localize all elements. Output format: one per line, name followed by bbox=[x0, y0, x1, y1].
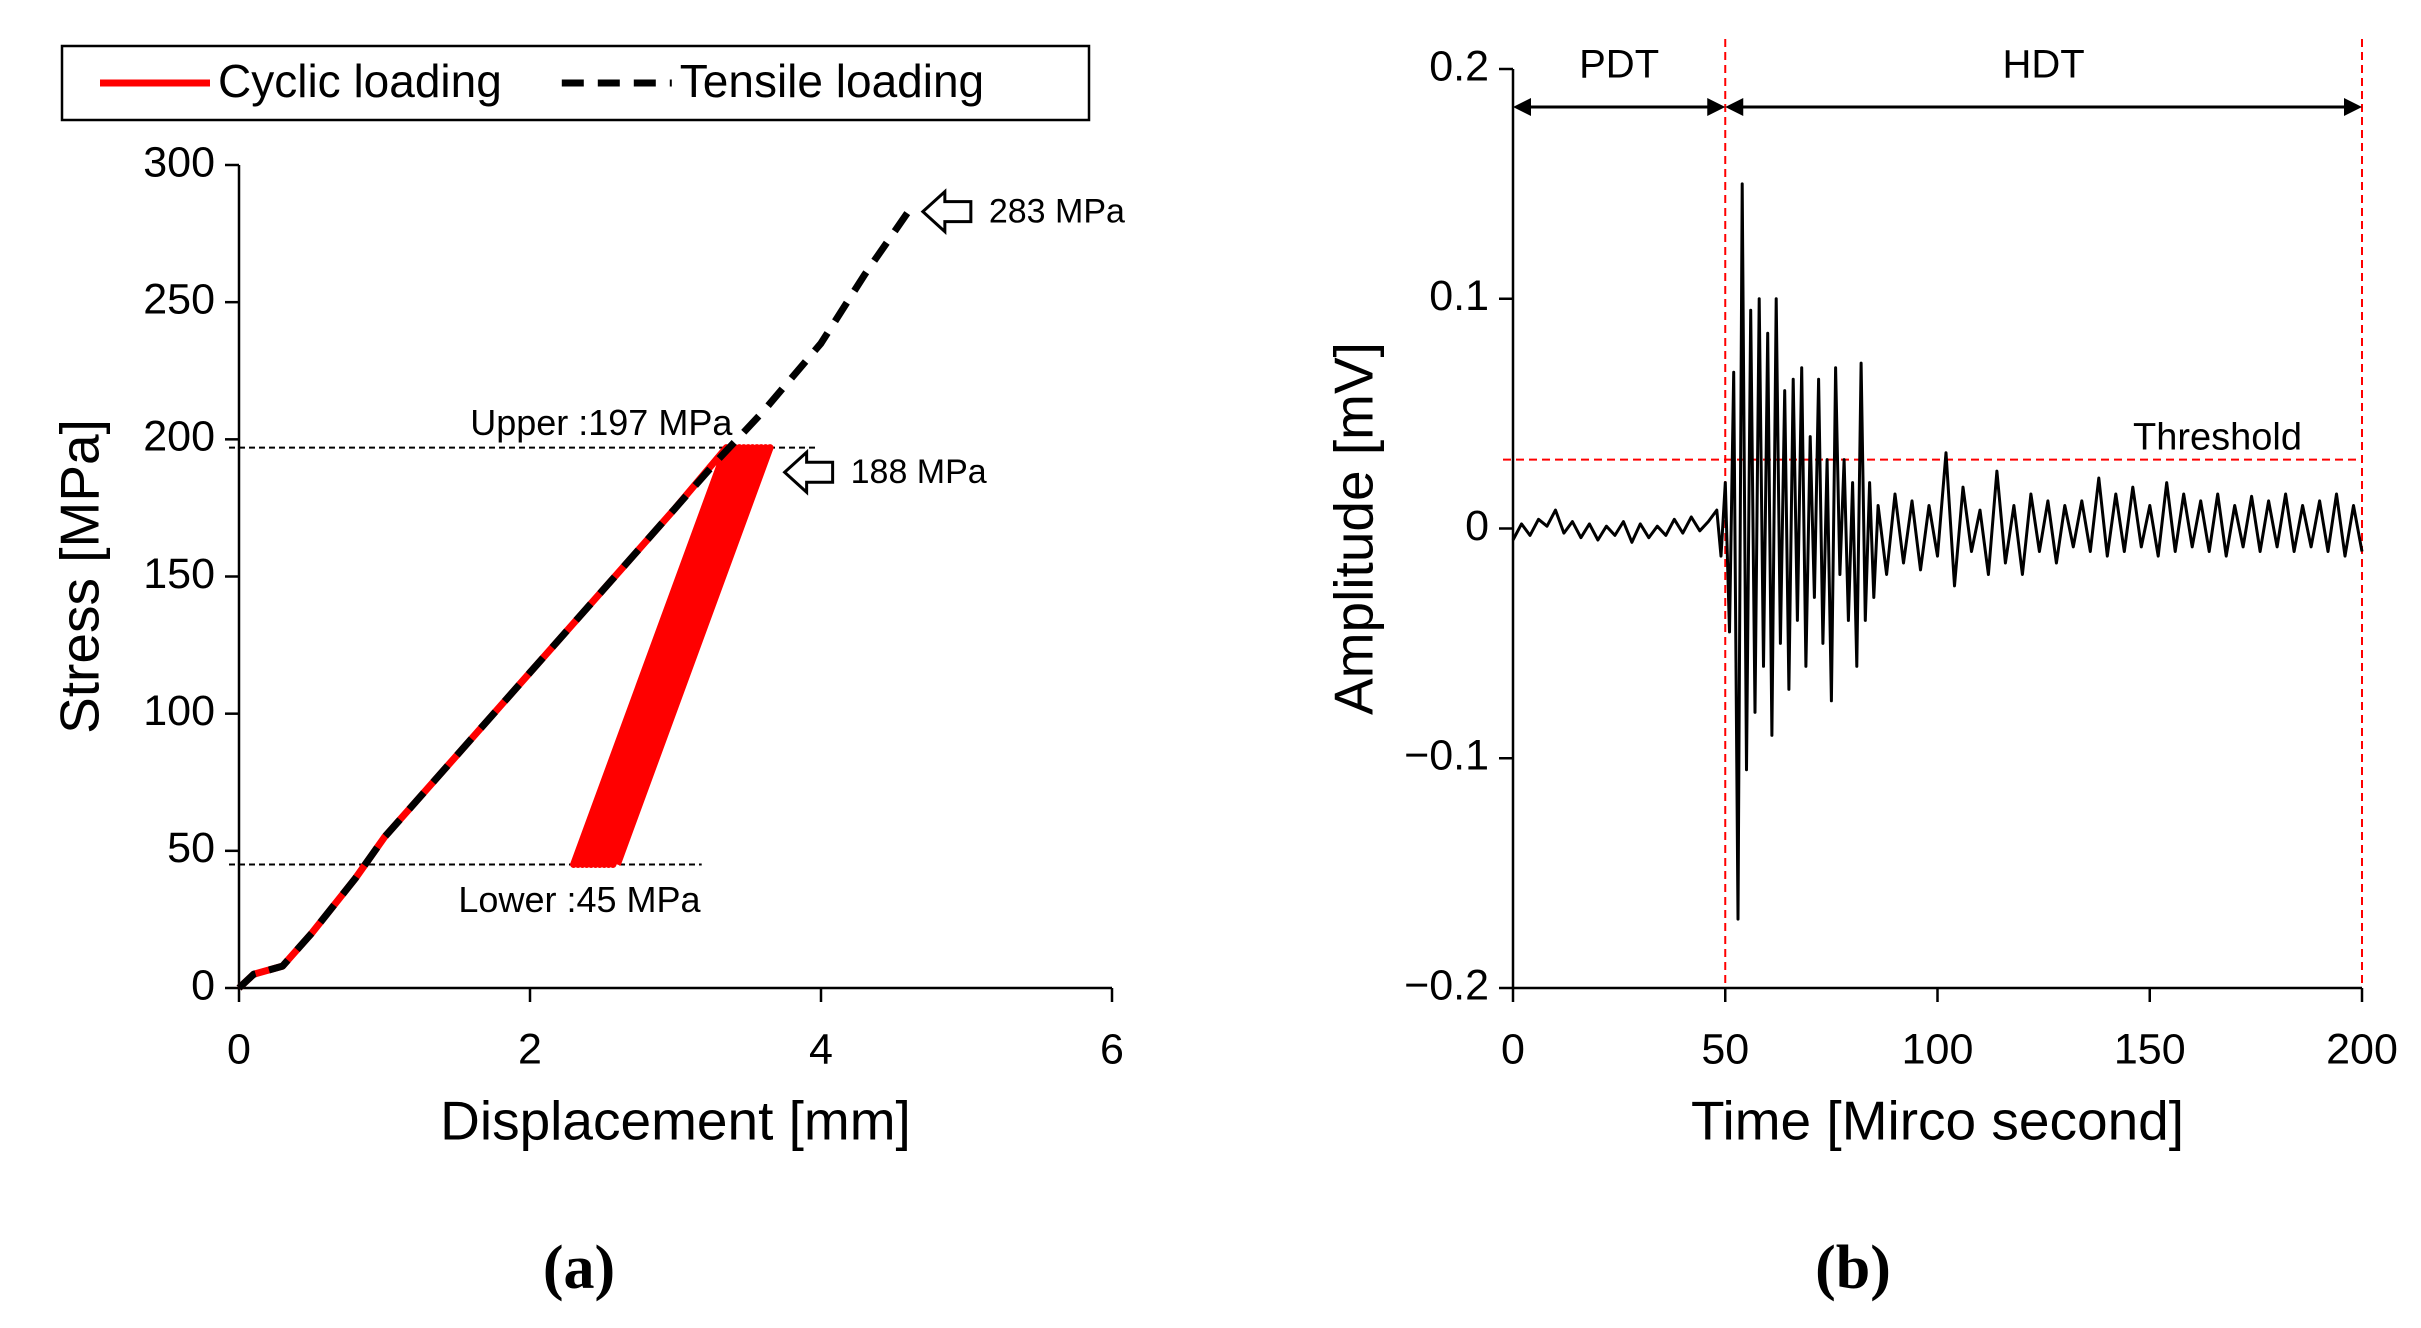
y-tick-label: 200 bbox=[143, 413, 215, 461]
legend-label: Tensile loading bbox=[680, 55, 984, 107]
x-tick-label: 2 bbox=[518, 1025, 542, 1073]
span-label: HDT bbox=[2003, 43, 2085, 87]
arrow-head bbox=[1707, 98, 1726, 116]
x-tick-label: 0 bbox=[227, 1025, 251, 1073]
y-tick-label: −0.2 bbox=[1404, 961, 1489, 1009]
annotation-arrow bbox=[920, 188, 973, 236]
span-label: PDT bbox=[1579, 43, 1659, 87]
x-axis-label: Displacement [mm] bbox=[440, 1090, 911, 1152]
arrow-head bbox=[1513, 98, 1531, 116]
x-tick-label: 0 bbox=[1501, 1025, 1525, 1073]
x-tick-label: 100 bbox=[1902, 1025, 1974, 1073]
y-tick-label: 50 bbox=[167, 824, 215, 872]
annotation-label: 283 MPa bbox=[989, 193, 1125, 231]
x-tick-label: 4 bbox=[809, 1025, 833, 1073]
panel-label: (a) bbox=[543, 1234, 615, 1302]
series-line bbox=[236, 209, 912, 991]
annotation-label: 188 MPa bbox=[851, 453, 987, 491]
reference-label: Upper :197 MPa bbox=[470, 402, 733, 443]
y-tick-label: 0 bbox=[1465, 502, 1489, 550]
y-tick-label: 100 bbox=[143, 687, 215, 735]
x-axis-label: Time [Mirco second] bbox=[1691, 1090, 2184, 1152]
panel-label: (b) bbox=[1815, 1234, 1891, 1302]
y-tick-label: 0.1 bbox=[1429, 272, 1489, 320]
series-line bbox=[1511, 182, 2364, 921]
y-tick-label: 300 bbox=[143, 138, 215, 186]
arrow-head bbox=[2344, 98, 2362, 116]
x-tick-label: 50 bbox=[1701, 1025, 1749, 1073]
y-tick-label: 0 bbox=[191, 961, 215, 1009]
x-tick-label: 200 bbox=[2326, 1025, 2398, 1073]
y-axis-label: Amplitude [mV] bbox=[1323, 342, 1385, 715]
arrow-head bbox=[1725, 98, 1744, 116]
reference-label: Threshold bbox=[2133, 417, 2302, 459]
y-tick-label: −0.1 bbox=[1404, 732, 1489, 780]
annotation-arrow bbox=[782, 448, 835, 496]
x-tick-label: 150 bbox=[2114, 1025, 2186, 1073]
y-tick-label: 150 bbox=[143, 550, 215, 598]
reference-label: Lower :45 MPa bbox=[458, 879, 701, 920]
y-axis-label: Stress [MPa] bbox=[49, 419, 111, 734]
legend-label: Cyclic loading bbox=[218, 55, 502, 107]
y-tick-label: 250 bbox=[143, 276, 215, 324]
x-tick-label: 6 bbox=[1100, 1025, 1124, 1073]
y-tick-label: 0.2 bbox=[1429, 42, 1489, 90]
